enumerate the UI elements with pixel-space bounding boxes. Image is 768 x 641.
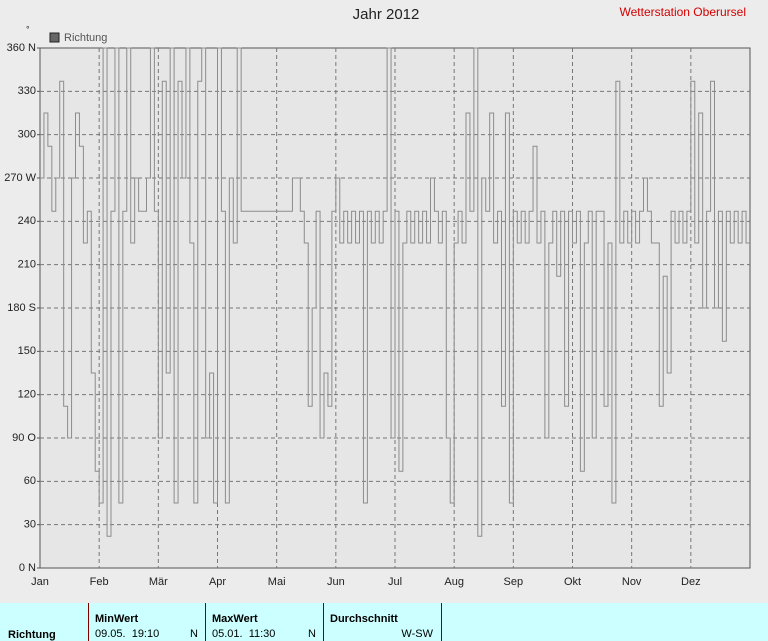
- x-tick-label: Jul: [388, 576, 402, 588]
- avg-cell: Durchschnitt W-SW: [323, 603, 442, 641]
- x-tick-label: Apr: [209, 576, 226, 588]
- y-label: °: [26, 24, 30, 34]
- x-tick-label: Aug: [444, 576, 464, 588]
- time: 05.01. 11:30: [212, 628, 276, 640]
- time: 09.05. 19:10: [95, 628, 160, 640]
- dir: N: [190, 628, 198, 640]
- row-label: Richtung: [8, 629, 56, 641]
- dir: N: [308, 628, 316, 640]
- chart: Jahr 2012 Wetterstation Oberursel ° Rich…: [4, 5, 751, 588]
- legend-swatch: [49, 32, 60, 43]
- y-tick-label: 210: [18, 259, 36, 271]
- y-tick-label: 30: [24, 519, 36, 531]
- source: Wetterstation Oberursel: [620, 5, 747, 19]
- y-tick-label: 150: [18, 345, 36, 357]
- row-label-cell: Richtung: [0, 603, 88, 641]
- y-tick-label: 240: [18, 215, 36, 227]
- x-tick-label: Jan: [31, 576, 49, 588]
- y-tick-label: 360 N: [7, 42, 36, 54]
- x-tick-label: Okt: [564, 576, 581, 588]
- chart-title: Jahr 2012: [353, 6, 420, 23]
- y-tick-label: 270 W: [4, 172, 36, 184]
- x-tick-label: Mär: [149, 576, 168, 588]
- x-tick-label: Mai: [268, 576, 286, 588]
- legend-label: Richtung: [64, 32, 107, 44]
- header: MinWert: [95, 613, 139, 625]
- dir: W-SW: [401, 628, 433, 640]
- x-tick-label: Dez: [681, 576, 701, 588]
- y-tick-label: 180 S: [7, 302, 36, 314]
- y-tick-label: 90 O: [12, 432, 36, 444]
- y-tick-label: 330: [18, 85, 36, 97]
- y-tick-label: 300: [18, 129, 36, 141]
- series-line: [40, 47, 750, 537]
- max-cell: MaxWert 05.01. 11:30 N: [205, 603, 324, 641]
- x-tick-label: Sep: [504, 576, 524, 588]
- header: MaxWert: [212, 613, 258, 625]
- y-tick-label: 60: [24, 475, 36, 487]
- x-tick-label: Nov: [622, 576, 642, 588]
- y-tick-label: 120: [18, 389, 36, 401]
- x-tick-label: Feb: [90, 576, 109, 588]
- header: Durchschnitt: [330, 613, 398, 625]
- min-cell: MinWert 09.05. 19:10 N: [88, 603, 206, 641]
- x-tick-label: Jun: [327, 576, 345, 588]
- y-tick-label: 0 N: [19, 562, 36, 574]
- summary-panel: Richtung MinWert 09.05. 19:10 N MaxWert …: [0, 603, 768, 641]
